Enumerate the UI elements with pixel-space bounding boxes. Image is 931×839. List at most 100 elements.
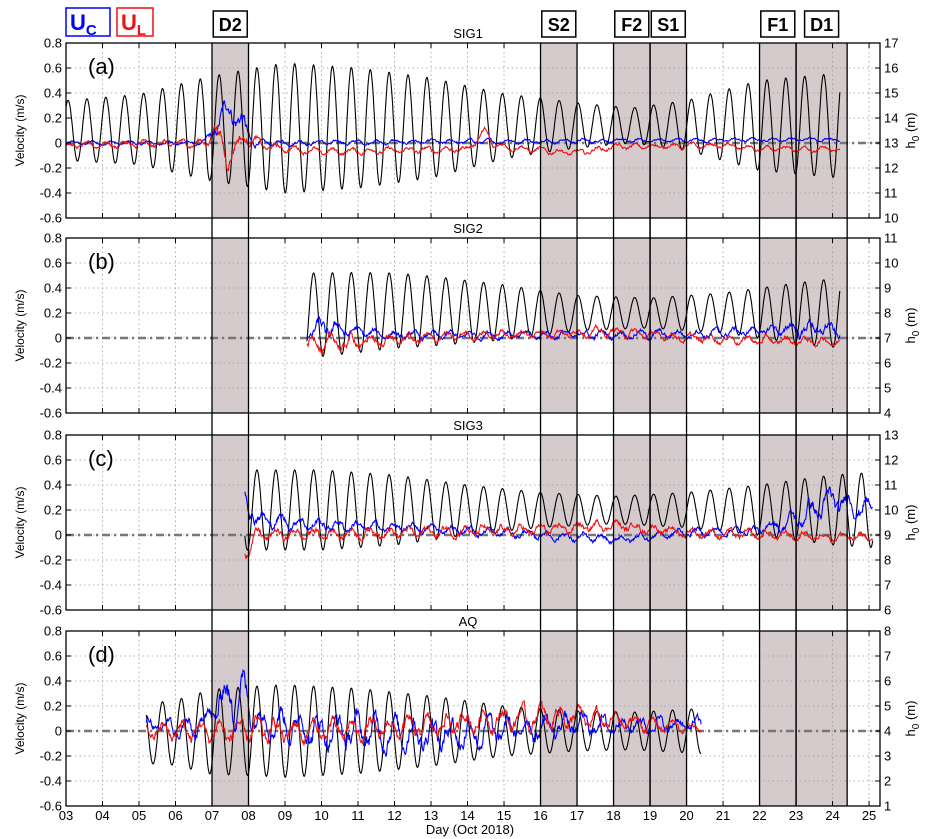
series-h0-line-0 <box>65 63 841 194</box>
y-tick-label-right: 8 <box>884 553 891 568</box>
x-tick-label: 14 <box>460 808 474 823</box>
x-tick-label: 17 <box>570 808 584 823</box>
y-tick-label-left: 0.8 <box>44 36 62 51</box>
y-tick-label-right: 12 <box>884 453 898 468</box>
event-shade-s1 <box>650 631 687 806</box>
y-tick-label-right: 6 <box>884 603 891 618</box>
x-tick-label: 24 <box>825 808 839 823</box>
x-tick-label: 23 <box>789 808 803 823</box>
y-tick-label-right: 11 <box>884 231 898 246</box>
y-tick-label-left: 0 <box>55 331 62 346</box>
event-shade-f2 <box>613 435 651 610</box>
y-tick-label-right: 1 <box>884 799 891 814</box>
event-shade-d1 <box>796 631 848 806</box>
panel-title-0: SIG1 <box>453 26 483 41</box>
y-axis-label-right: h0 (m) <box>903 113 922 149</box>
event-label-s2: S2 <box>548 15 570 35</box>
y-tick-label-left: -0.4 <box>40 381 62 396</box>
y-tick-label-left: 0.6 <box>44 453 62 468</box>
event-shade-s1 <box>650 238 687 413</box>
x-tick-label: 16 <box>533 808 547 823</box>
panel-frame-1 <box>65 237 881 414</box>
event-shade-d1 <box>796 43 848 218</box>
event-shade-f1 <box>759 43 797 218</box>
y-tick-label-right: 7 <box>884 331 891 346</box>
event-label-f1: F1 <box>767 15 788 35</box>
event-label-box <box>650 10 687 38</box>
event-label-f2: F2 <box>621 15 642 35</box>
x-tick-label: 13 <box>424 808 438 823</box>
y-tick-label-right: 9 <box>884 281 891 296</box>
y-tick-label-left: -0.2 <box>40 161 62 176</box>
x-tick-label: 09 <box>278 808 292 823</box>
event-shade-s2 <box>540 435 578 610</box>
panel-letter-1: (b) <box>88 249 115 274</box>
y-tick-label-left: -0.2 <box>40 749 62 764</box>
panel-letter-3: (d) <box>88 642 115 667</box>
y-tick-label-right: 2 <box>884 774 891 789</box>
y-tick-label-right: 11 <box>884 478 898 493</box>
y-tick-label-right: 10 <box>884 211 898 226</box>
y-tick-label-right: 3 <box>884 749 891 764</box>
y-tick-label-right: 4 <box>884 724 891 739</box>
y-tick-label-right: 16 <box>884 61 898 76</box>
y-axis-label-left: Velocity (m/s) <box>13 94 27 166</box>
event-label-box <box>803 10 840 38</box>
series-h0-line-3 <box>145 684 702 778</box>
panel-letter-2: (c) <box>88 446 114 471</box>
y-tick-label-left: 0.4 <box>44 478 62 493</box>
y-tick-label-left: -0.6 <box>40 603 62 618</box>
y-tick-label-left: 0 <box>55 136 62 151</box>
x-tick-label: 20 <box>679 808 693 823</box>
series-uc-line-3 <box>145 668 702 757</box>
y-tick-label-right: 8 <box>884 624 891 639</box>
event-shade-f1 <box>759 631 797 806</box>
x-tick-label: 19 <box>643 808 657 823</box>
series-ul-line-1 <box>306 323 841 355</box>
y-tick-label-left: 0 <box>55 724 62 739</box>
event-shade-f2 <box>613 43 651 218</box>
y-tick-label-left: -0.2 <box>40 553 62 568</box>
event-label-box <box>760 10 796 38</box>
event-shade-s2 <box>540 43 578 218</box>
x-tick-label: 10 <box>314 808 328 823</box>
legend-uc-box <box>65 7 111 37</box>
y-axis-label-right: h0 (m) <box>903 308 922 344</box>
x-tick-label: 21 <box>716 808 730 823</box>
series-ul-line-0 <box>65 124 841 172</box>
y-tick-label-left: -0.6 <box>40 406 62 421</box>
legend-ul-label: UL <box>121 10 146 39</box>
event-shade-f2 <box>613 238 651 413</box>
x-axis-label: Day (Oct 2018) <box>426 822 514 837</box>
event-label-d2: D2 <box>219 15 242 35</box>
legend: UC UL <box>65 7 154 39</box>
y-tick-label-right: 14 <box>884 111 898 126</box>
x-tick-label: 03 <box>59 808 73 823</box>
series-uc-line-0 <box>65 100 841 149</box>
y-axis-label-left: Velocity (m/s) <box>13 289 27 361</box>
y-tick-label-right: 9 <box>884 528 891 543</box>
event-shade-f1 <box>759 435 797 610</box>
x-tick-label: 11 <box>351 808 365 823</box>
y-tick-label-left: 0.4 <box>44 674 62 689</box>
frame-layer <box>65 42 881 807</box>
y-tick-label-left: 0.2 <box>44 699 62 714</box>
y-tick-label-left: -0.4 <box>40 578 62 593</box>
y-tick-label-left: 0.4 <box>44 86 62 101</box>
data-layer <box>65 63 874 778</box>
y-tick-label-left: 0.8 <box>44 428 62 443</box>
y-tick-label-right: 5 <box>884 381 891 396</box>
y-tick-label-left: 0.8 <box>44 624 62 639</box>
event-label-box <box>212 10 249 38</box>
y-tick-label-left: -0.6 <box>40 211 62 226</box>
y-tick-label-left: -0.2 <box>40 356 62 371</box>
y-tick-label-right: 15 <box>884 86 898 101</box>
y-tick-label-left: -0.6 <box>40 799 62 814</box>
series-uc-line-1 <box>306 315 841 343</box>
y-axis-label-left: Velocity (m/s) <box>13 682 27 754</box>
y-tick-label-left: 0.6 <box>44 649 62 664</box>
x-tick-label: 18 <box>606 808 620 823</box>
y-tick-label-right: 4 <box>884 406 891 421</box>
y-tick-label-right: 12 <box>884 161 898 176</box>
